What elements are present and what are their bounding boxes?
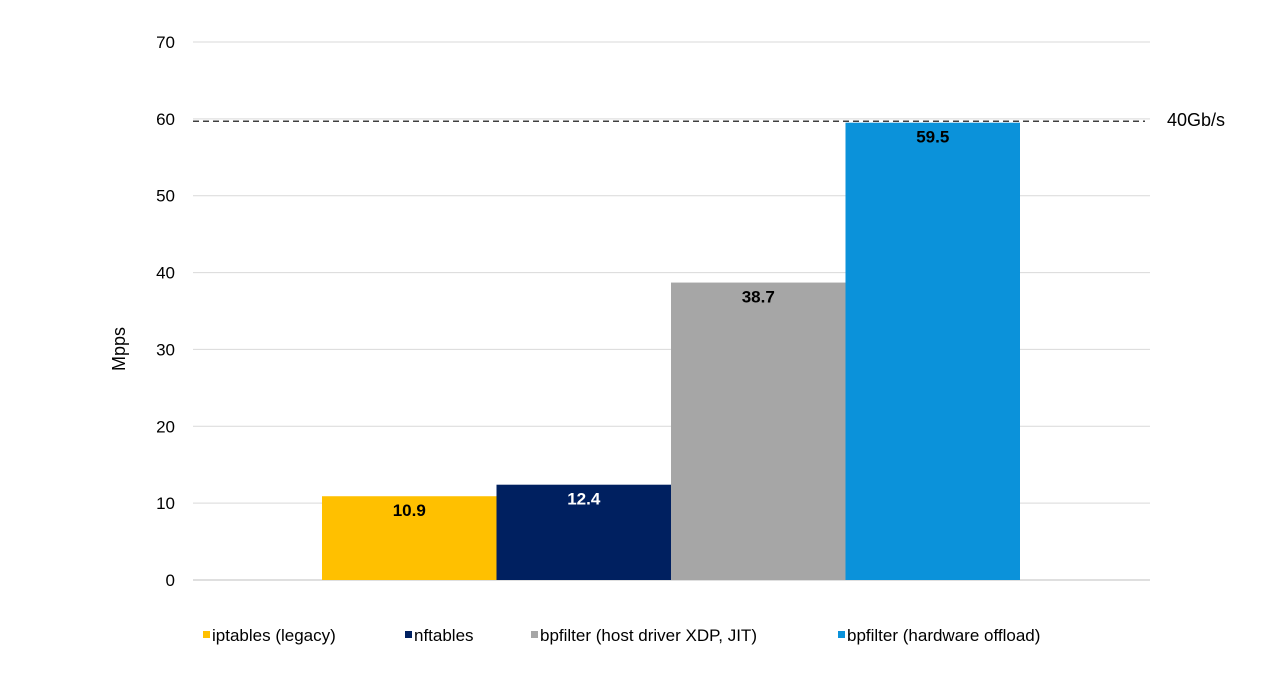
- legend-label: bpfilter (host driver XDP, JIT): [540, 626, 757, 645]
- legend-swatch: [405, 631, 412, 638]
- bar: [845, 122, 1020, 580]
- bar: [322, 496, 497, 580]
- y-tick-label: 40: [156, 264, 175, 283]
- legend-swatch: [203, 631, 210, 638]
- legend-swatch: [531, 631, 538, 638]
- y-tick-label: 0: [166, 571, 175, 590]
- y-tick-label: 60: [156, 110, 175, 129]
- legend-label: bpfilter (hardware offload): [847, 626, 1040, 645]
- data-label: 12.4: [567, 490, 601, 509]
- data-labels: 10.9 12.4 38.7 59.5: [393, 128, 950, 521]
- y-axis-ticks: 0 10 20 30 40 50 60 70: [156, 33, 175, 590]
- y-tick-label: 30: [156, 340, 175, 359]
- data-label: 38.7: [742, 288, 775, 307]
- legend-label: iptables (legacy): [212, 626, 336, 645]
- data-label: 10.9: [393, 501, 426, 520]
- legend: iptables (legacy) nftables bpfilter (host …: [203, 626, 1040, 645]
- legend-swatch: [838, 631, 845, 638]
- legend-label: nftables: [414, 626, 474, 645]
- reference-line-group: 40Gb/s: [193, 110, 1225, 130]
- bars: [322, 122, 1020, 580]
- y-tick-label: 10: [156, 494, 175, 513]
- bar: [671, 282, 846, 580]
- y-tick-label: 20: [156, 417, 175, 436]
- y-axis-title: Mpps: [109, 327, 129, 371]
- bar: [496, 484, 671, 580]
- y-tick-label: 50: [156, 187, 175, 206]
- y-tick-label: 70: [156, 33, 175, 52]
- data-label: 59.5: [916, 128, 949, 147]
- reference-line-label: 40Gb/s: [1167, 110, 1225, 130]
